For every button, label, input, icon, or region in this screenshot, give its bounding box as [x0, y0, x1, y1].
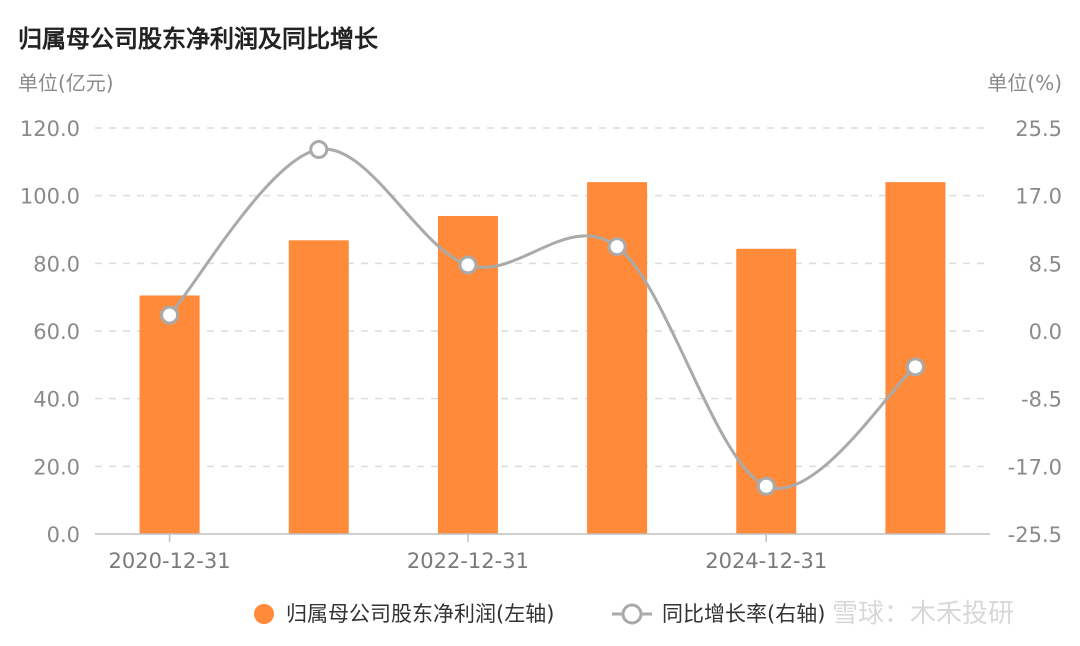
- grid-lines: [95, 127, 990, 468]
- chart-title: 归属母公司股东净利润及同比增长: [18, 25, 379, 53]
- line-point: [458, 255, 478, 275]
- legend-bar-swatch: [254, 604, 274, 624]
- right-tick-label: -8.5: [1021, 388, 1062, 412]
- x-tick-label: 2022-12-31: [407, 549, 529, 573]
- right-tick-label: 17.0: [1015, 185, 1062, 209]
- line-point: [607, 237, 627, 257]
- right-tick-label: -17.0: [1008, 455, 1062, 479]
- left-axis-ticks: 0.0 20.0 40.0 60.0 80.0 100.0 120.0: [20, 117, 80, 547]
- legend-line-marker: [621, 603, 643, 625]
- left-tick-label: 20.0: [33, 455, 80, 479]
- line-series: [160, 139, 925, 496]
- x-tick-label: 2020-12-31: [109, 549, 231, 573]
- left-axis-unit: 单位(亿元): [18, 71, 114, 95]
- left-tick-label: 80.0: [33, 252, 80, 276]
- line-point: [309, 139, 329, 159]
- watermark: 雪球：木禾投研: [832, 599, 1014, 629]
- right-tick-label: -25.5: [1008, 523, 1062, 547]
- left-tick-label: 40.0: [33, 388, 80, 412]
- bar: [587, 182, 648, 534]
- line-point: [756, 476, 776, 496]
- line-point: [905, 357, 925, 377]
- left-tick-label: 120.0: [20, 117, 80, 141]
- left-tick-label: 100.0: [20, 185, 80, 209]
- left-tick-label: 60.0: [33, 320, 80, 344]
- right-tick-label: 25.5: [1015, 117, 1062, 141]
- bar: [139, 295, 200, 534]
- right-tick-label: 8.5: [1029, 252, 1062, 276]
- right-axis-unit: 单位(%): [987, 71, 1062, 95]
- line-point: [160, 305, 180, 325]
- right-axis-ticks: -25.5 -17.0 -8.5 0.0 8.5 17.0 25.5: [1008, 117, 1062, 547]
- x-axis: 2020-12-31 2022-12-31 2024-12-31: [95, 533, 990, 573]
- growth-rate-line: [168, 147, 917, 490]
- x-tick-label: 2024-12-31: [705, 549, 827, 573]
- bar: [288, 240, 349, 534]
- right-tick-label: 0.0: [1029, 320, 1062, 344]
- legend-line-label: 同比增长率(右轴): [662, 602, 825, 626]
- bar-series: [139, 182, 946, 534]
- legend: 归属母公司股东净利润(左轴) 同比增长率(右轴): [254, 602, 825, 626]
- left-tick-label: 0.0: [47, 523, 80, 547]
- legend-bar-label: 归属母公司股东净利润(左轴): [286, 602, 554, 626]
